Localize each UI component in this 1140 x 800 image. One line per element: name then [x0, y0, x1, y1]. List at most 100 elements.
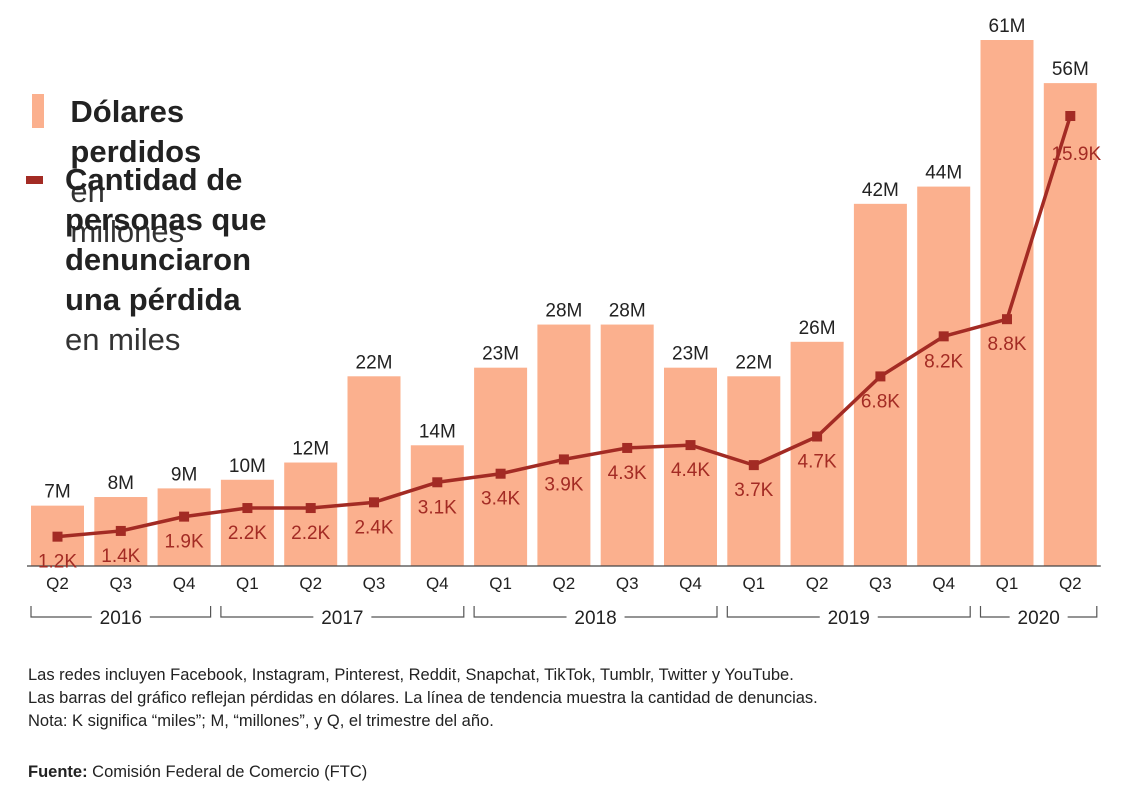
bar-value-label: 28M [545, 301, 582, 322]
x-tick-label: Q4 [426, 574, 449, 593]
line-point [305, 503, 316, 514]
bar [790, 341, 844, 566]
bar-value-label: 14M [419, 421, 456, 442]
bar-value-label: 56M [1052, 59, 1089, 80]
bar-value-label: 22M [356, 352, 393, 373]
line-value-label: 3.7K [734, 480, 773, 501]
bar-value-label: 26M [799, 318, 836, 339]
line-point [1065, 111, 1076, 121]
bar [410, 445, 464, 566]
bar [980, 40, 1034, 566]
legend-bars-text: Dólares perdidos en millones [70, 94, 202, 249]
bar [727, 376, 781, 566]
line-point [242, 503, 253, 514]
x-tick-label: Q1 [742, 574, 765, 593]
x-tick-label: Q1 [236, 574, 259, 593]
legend-line-text: Cantidad de personas que denunciaron una… [64, 162, 267, 357]
line-value-label: 4.3K [608, 463, 647, 484]
year-bracket [624, 606, 718, 618]
year-label: 2020 [1018, 608, 1060, 629]
bar-value-label: 42M [862, 180, 899, 201]
bar-value-label: 9M [171, 464, 197, 485]
x-tick-label: Q4 [679, 574, 702, 593]
line-value-label: 2.2K [291, 523, 330, 544]
line-value-label: 3.9K [544, 474, 583, 495]
x-tick-label: Q2 [553, 574, 576, 593]
x-tick-label: Q1 [996, 574, 1019, 593]
year-label: 2017 [321, 608, 363, 629]
x-tick-label: Q3 [869, 574, 892, 593]
line-value-label: 1.2K [38, 552, 77, 573]
line-point [938, 331, 949, 342]
line-value-label: 2.4K [354, 517, 393, 538]
line-value-label: 1.9K [165, 532, 204, 553]
bar-value-label: 22M [735, 352, 772, 373]
year-bracket [1067, 606, 1098, 618]
year-bracket [30, 606, 92, 618]
note-line: Las barras del gráfico reflejan pérdidas… [28, 689, 818, 707]
year-bracket [149, 606, 212, 618]
line-value-label: 3.1K [418, 497, 457, 518]
x-tick-label: Q2 [1059, 574, 1082, 593]
line-point [685, 440, 696, 451]
line-point [369, 497, 379, 508]
bar-value-label: 28M [609, 301, 646, 322]
x-tick-label: Q1 [489, 574, 512, 593]
bar [284, 462, 338, 566]
bar-value-label: 61M [989, 16, 1026, 37]
x-tick-label: Q2 [46, 574, 69, 593]
bar-value-label: 44M [925, 163, 962, 184]
bar [853, 203, 907, 566]
x-tick-label: Q3 [363, 574, 386, 593]
bar-value-label: 10M [229, 456, 266, 477]
line-value-label: 4.4K [671, 460, 710, 481]
year-label: 2018 [574, 608, 616, 629]
bar [537, 324, 591, 566]
bar [474, 367, 528, 566]
line-point [115, 525, 126, 536]
bar-value-label: 7M [44, 482, 70, 503]
bar [664, 367, 717, 566]
bar [220, 479, 274, 566]
year-bracket [220, 606, 314, 618]
bar-line-chart: 7M 8M 9M 10M 12M 22M 14M 23M 28M 28M 23M 22M 26M 42M 4… [27, 16, 1101, 629]
x-tick-label: Q3 [109, 574, 132, 593]
bar [917, 186, 971, 567]
line-value-label: 15.9K [1051, 144, 1101, 165]
year-bracket [726, 606, 820, 618]
bar-value-label: 23M [672, 344, 709, 365]
line-point [748, 460, 759, 471]
line-point [495, 468, 506, 479]
bar-value-label: 23M [482, 344, 519, 365]
year-label: 2016 [100, 608, 142, 629]
year-label: 2019 [828, 608, 870, 629]
line-value-label: 2.2K [228, 523, 267, 544]
line-value-label: 8.8K [987, 334, 1026, 355]
year-bracket [473, 606, 567, 618]
year-bracket [371, 606, 465, 618]
x-tick-label: Q4 [173, 574, 196, 593]
x-tick-label: Q4 [932, 574, 955, 593]
legend-bar-swatch [32, 94, 45, 128]
note-line: Nota: K significa “miles”; M, “millones”… [28, 712, 494, 730]
source-line: Fuente: Comisión Federal de Comercio (FT… [28, 763, 368, 781]
legend-line-swatch [26, 176, 43, 184]
legend-item-bars: Dólares perdidos en millones [32, 92, 223, 252]
year-bracket [877, 606, 971, 618]
bar [157, 488, 211, 566]
bar [1043, 83, 1097, 567]
note-line: Las redes incluyen Facebook, Instagram, … [28, 666, 794, 684]
line-point [622, 442, 633, 453]
x-tick-label: Q2 [806, 574, 829, 593]
line-point [1002, 314, 1012, 325]
line-point [432, 477, 443, 488]
line-value-label: 1.4K [101, 546, 140, 567]
legend-item-line: Cantidad de personas que denunciaron una… [26, 160, 280, 360]
x-tick-label: Q2 [299, 574, 322, 593]
bar-value-label: 12M [292, 439, 329, 460]
line-value-label: 3.4K [481, 489, 520, 510]
line-point [558, 454, 569, 465]
x-tick-label: Q3 [616, 574, 639, 593]
line-point [179, 511, 190, 522]
line-point [875, 371, 886, 382]
